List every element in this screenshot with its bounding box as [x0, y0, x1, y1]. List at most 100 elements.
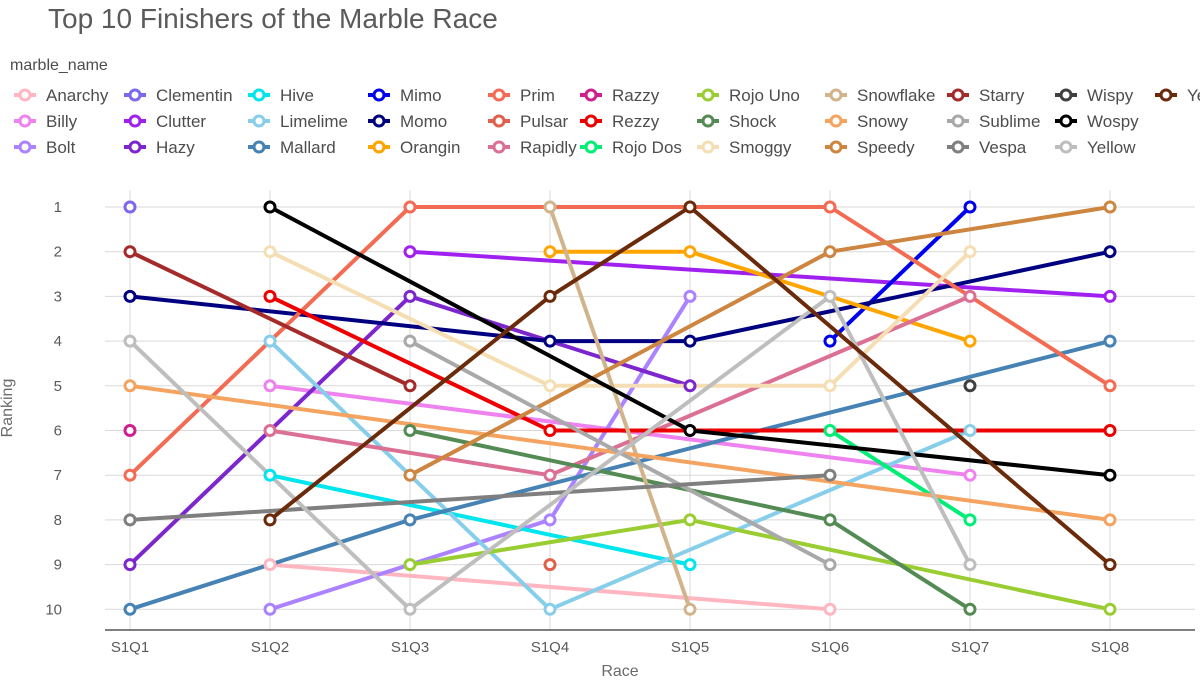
- legend-swatch-point-billy: [18, 114, 32, 128]
- data-point-rojo-uno: [1103, 602, 1117, 616]
- data-point-wospy: [263, 200, 277, 214]
- data-point-rezzy: [263, 289, 277, 303]
- data-point-vespa: [823, 468, 837, 482]
- data-point-yeti: [683, 200, 697, 214]
- legend-label-shock: Shock: [729, 112, 777, 131]
- data-point-mimo: [963, 200, 977, 214]
- legend-label-prim: Prim: [520, 86, 555, 105]
- data-point-rezzy: [543, 424, 557, 437]
- x-axis-title: Race: [601, 663, 638, 680]
- legend-label-speedy: Speedy: [857, 138, 915, 157]
- legend-label-snowflake: Snowflake: [857, 86, 935, 105]
- legend-swatch-point-starry: [951, 88, 965, 102]
- data-point-rojo-dos: [963, 513, 977, 527]
- legend-label-bolt: Bolt: [46, 138, 76, 157]
- data-point-rapidly: [963, 289, 977, 303]
- legend-swatch-point-hazy: [128, 140, 142, 154]
- legend-swatch-point-smoggy: [701, 140, 715, 154]
- data-point-wospy: [683, 424, 697, 437]
- x-tick-label: S1Q7: [951, 639, 989, 656]
- legend-label-sublime: Sublime: [979, 112, 1040, 131]
- y-tick-label: 3: [54, 288, 62, 305]
- y-tick-label: 10: [45, 601, 62, 618]
- legend-swatch-point-clementin: [128, 88, 142, 102]
- legend-swatch-point-rojo-dos: [584, 140, 598, 154]
- data-point-mallard: [123, 602, 137, 616]
- data-point-hazy: [123, 558, 137, 572]
- x-tick-labels: S1Q1 S1Q2 S1Q3 S1Q4 S1Q5 S1Q6 S1Q7 S1Q8: [111, 639, 1129, 656]
- data-point-momo: [543, 334, 557, 348]
- y-tick-label: 1: [54, 199, 62, 216]
- y-tick-label: 7: [54, 467, 62, 484]
- legend-swatch-point-vespa: [951, 140, 965, 154]
- series-line-starry: [128, 249, 412, 388]
- legend-swatch-point-bolt: [18, 140, 32, 154]
- data-point-yellow: [963, 558, 977, 572]
- legend-swatch-point-shock: [701, 114, 715, 128]
- data-point-orangin: [963, 334, 977, 348]
- legend-label-smoggy: Smoggy: [729, 138, 792, 157]
- legend-label-yellow: Yellow: [1087, 138, 1136, 157]
- data-point-clutter: [403, 245, 417, 259]
- legend-label-momo: Momo: [400, 112, 447, 131]
- legend-label-rapidly: Rapidly: [520, 138, 577, 157]
- legend-swatch-point-momo: [372, 114, 386, 128]
- data-point-wispy: [963, 379, 977, 393]
- series-line-anarchy: [268, 562, 832, 612]
- legend-swatch-point-orangin: [372, 140, 386, 154]
- data-point-sublime: [403, 334, 417, 348]
- legend-swatch-point-rojo-uno: [701, 88, 715, 102]
- series-lines: [128, 205, 1112, 612]
- series-line-rojo-dos: [828, 428, 972, 522]
- data-point-bolt: [543, 513, 557, 527]
- legend-label-rojo-uno: Rojo Uno: [729, 86, 800, 105]
- y-tick-labels: 1 2 3 4 5 6 7 8 9 10: [45, 199, 62, 618]
- data-point-rezzy: [1103, 424, 1117, 437]
- legend-swatch-point-mimo: [372, 88, 386, 102]
- data-point-rapidly: [543, 468, 557, 482]
- data-point-momo: [683, 334, 697, 348]
- data-point-prim: [823, 200, 837, 214]
- data-point-clementin: [123, 200, 137, 214]
- data-point-sublime: [823, 558, 837, 572]
- data-point-rapidly: [263, 424, 277, 437]
- y-tick-label: 5: [54, 378, 62, 395]
- data-point-smoggy: [963, 245, 977, 259]
- data-point-starry: [403, 379, 417, 393]
- y-tick-label: 8: [54, 512, 62, 529]
- legend-label-hazy: Hazy: [156, 138, 195, 157]
- data-point-momo: [1103, 245, 1117, 259]
- legend-swatch-point-clutter: [128, 114, 142, 128]
- data-point-snowflake: [543, 200, 557, 214]
- data-point-bolt: [263, 602, 277, 616]
- legend-label-clutter: Clutter: [156, 112, 206, 131]
- legend-label-mimo: Mimo: [400, 86, 442, 105]
- legend-label-orangin: Orangin: [400, 138, 460, 157]
- data-point-vespa: [123, 513, 137, 527]
- legend-swatch-point-razzy: [584, 88, 598, 102]
- data-point-yeti: [263, 513, 277, 527]
- legend-label-vespa: Vespa: [979, 138, 1027, 157]
- legend-swatch-point-pulsar: [492, 114, 506, 128]
- x-tick-label: S1Q8: [1091, 639, 1129, 656]
- data-point-mallard: [1103, 334, 1117, 348]
- data-point-yellow: [403, 602, 417, 616]
- data-point-snowy: [123, 379, 137, 393]
- data-point-yellow: [123, 334, 137, 348]
- data-point-clutter: [1103, 289, 1117, 303]
- data-point-hazy: [403, 289, 417, 303]
- legend-swatch-point-rapidly: [492, 140, 506, 154]
- data-point-bolt: [683, 289, 697, 303]
- legend-swatch-point-wispy: [1059, 88, 1073, 102]
- series-points: [123, 200, 1117, 616]
- data-point-orangin: [683, 245, 697, 259]
- data-point-prim: [403, 200, 417, 214]
- data-point-orangin: [543, 245, 557, 259]
- data-point-rojo-dos: [823, 424, 837, 437]
- legend-swatch-point-anarchy: [18, 88, 32, 102]
- y-tick-label: 4: [54, 333, 62, 350]
- data-point-snowflake: [683, 602, 697, 616]
- series-line-momo: [128, 249, 1112, 344]
- legend-title: marble_name: [10, 57, 108, 74]
- x-tick-label: S1Q6: [811, 639, 849, 656]
